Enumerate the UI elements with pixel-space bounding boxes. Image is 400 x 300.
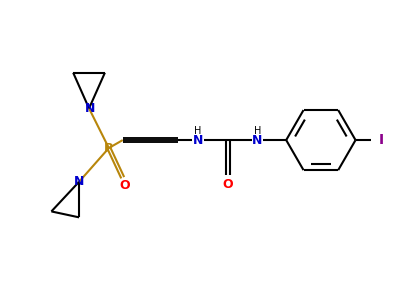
Text: N: N bbox=[74, 175, 84, 188]
Text: O: O bbox=[222, 178, 233, 191]
Text: H: H bbox=[194, 126, 202, 136]
Text: H: H bbox=[254, 126, 261, 136]
Text: N: N bbox=[252, 134, 263, 147]
Text: O: O bbox=[119, 179, 130, 192]
Text: N: N bbox=[193, 134, 203, 147]
Text: I: I bbox=[379, 133, 384, 147]
Text: P: P bbox=[104, 142, 114, 154]
Text: N: N bbox=[85, 102, 95, 115]
